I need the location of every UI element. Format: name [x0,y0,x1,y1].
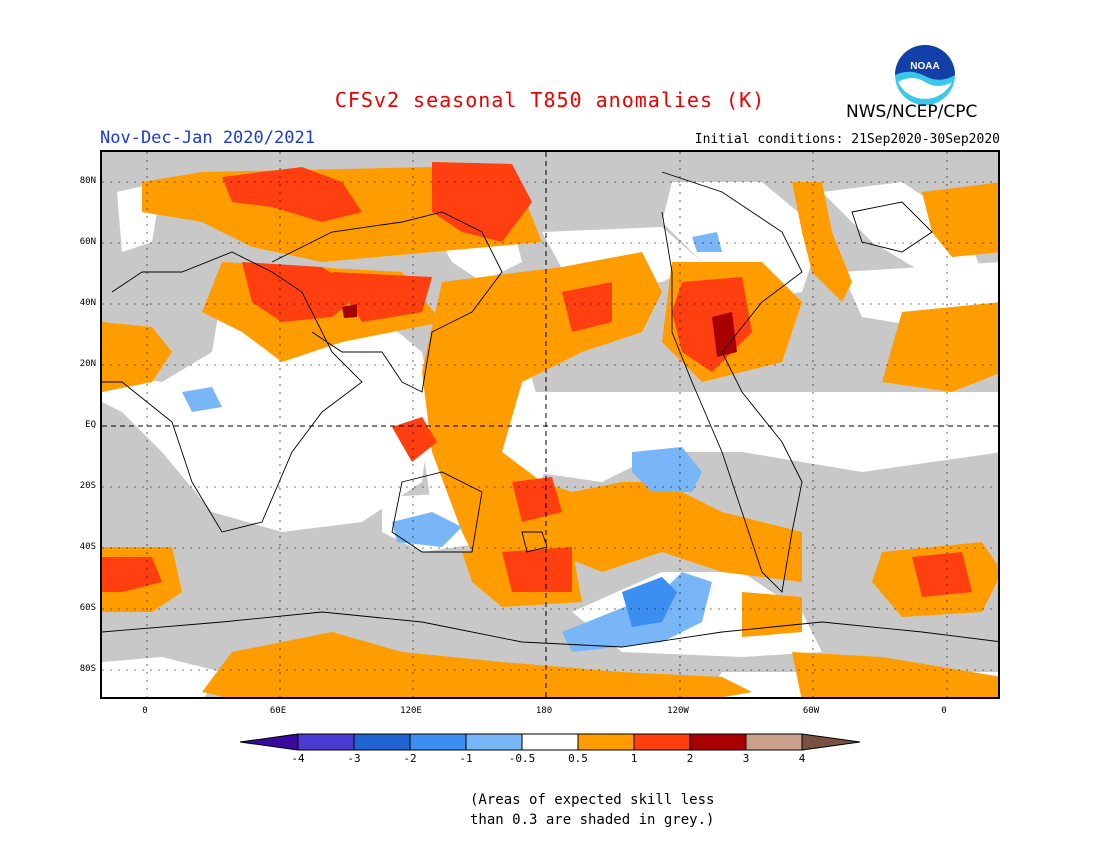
footnote-line-1: (Areas of expected skill less [470,792,715,808]
lon-label-180: 180 [535,706,553,716]
lat-label-80n: 80N [79,176,96,186]
noaa-logo: NOAA [894,44,956,106]
equator-and-dateline [102,152,998,697]
lat-label-20n: 20N [79,359,96,369]
lat-label-60n: 60N [79,237,96,247]
coastlines [102,171,998,648]
lon-label-60e: 60E [269,706,287,716]
scale-label-minus1: -1 [459,752,473,765]
map-title: CFSv2 seasonal T850 anomalies (K) [334,88,766,112]
color-scale-bar [239,733,862,755]
lat-label-40s: 40S [79,542,96,552]
scale-label-minus05: -0.5 [508,752,536,765]
agency-label: NWS/NCEP/CPC [846,102,978,122]
forecast-period: Nov-Dec-Jan 2020/2021 [100,128,315,148]
graticule [102,152,998,697]
lat-label-40n: 40N [79,298,96,308]
warm-anomaly-darkred [342,304,737,357]
svg-text:NOAA: NOAA [910,61,939,72]
scale-label-1: 1 [630,752,638,765]
lon-label-120w: 120W [667,706,689,716]
lon-label-0-east: 0 [941,706,947,716]
cool-anomaly-blue [622,577,677,627]
scale-label-minus2: -2 [403,752,417,765]
lat-label-80s: 80S [79,664,96,674]
initial-conditions: Initial conditions: 21Sep2020-30Sep2020 [694,132,1000,147]
skill-footnote: (Areas of expected skill less than 0.3 a… [470,790,714,830]
lat-label-20s: 20S [79,481,96,491]
lon-label-60w: 60W [802,706,820,716]
footnote-line-2: than 0.3 are shaded in grey.) [470,812,715,828]
scale-label-4: 4 [798,752,806,765]
lat-label-60s: 60S [79,603,96,613]
scale-label-05: 0.5 [568,752,588,765]
anomaly-map [100,150,1000,699]
lon-label-0: 0 [142,706,148,716]
warm-anomaly-red [102,162,972,597]
lat-label-eq: EQ [85,420,96,430]
scale-label-2: 2 [686,752,694,765]
scale-label-minus3: -3 [347,752,361,765]
lon-label-120e: 120E [400,706,422,716]
scale-label-3: 3 [742,752,750,765]
scale-label-minus4: -4 [291,752,305,765]
